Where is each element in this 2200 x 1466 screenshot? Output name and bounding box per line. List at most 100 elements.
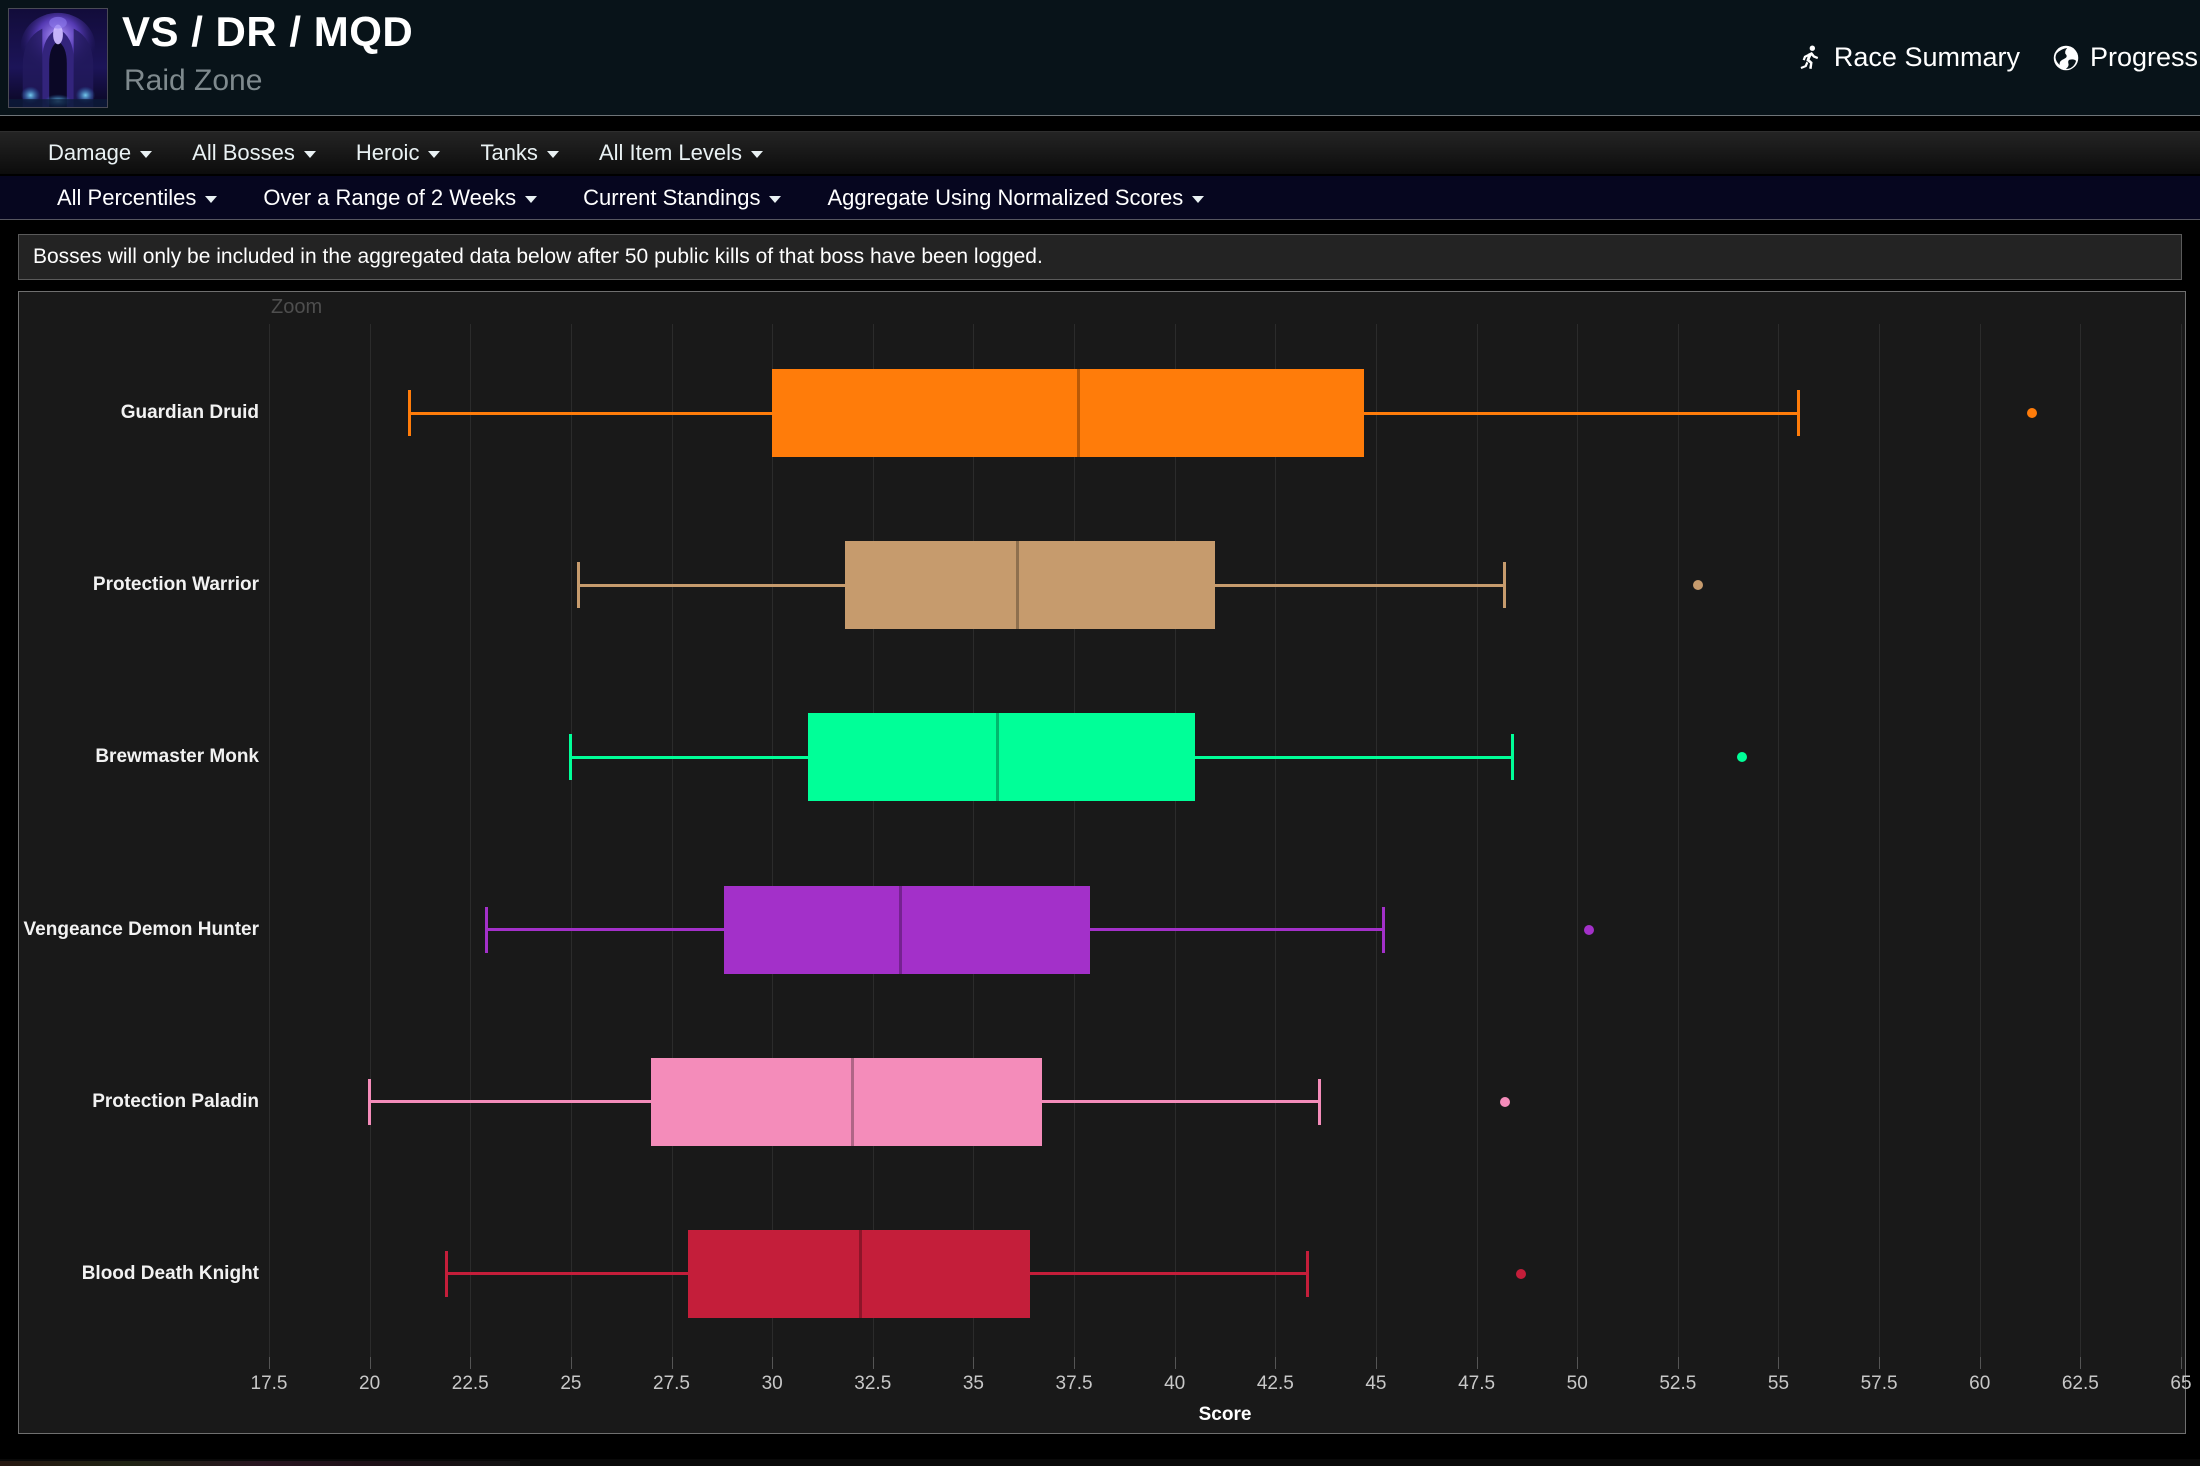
dropdown-label: Tanks: [480, 140, 538, 165]
gridline-57.5: [1879, 324, 1881, 1357]
dropdown-all-bosses[interactable]: All Bosses: [172, 140, 336, 166]
whisker-cap-low-brewmaster-monk: [569, 734, 573, 781]
whisker-high-brewmaster-monk: [1194, 755, 1513, 759]
axis-tick-17.5: [269, 1357, 270, 1369]
axis-tick-25: [570, 1357, 572, 1369]
tick-label-42.5: 42.5: [1256, 1373, 1294, 1394]
outlier-guardian-druid-0[interactable]: [2027, 408, 2038, 419]
dropdown-label: All Item Levels: [598, 140, 742, 165]
axis-tick-32.5: [872, 1357, 874, 1369]
axis-tick-27.5: [671, 1357, 673, 1369]
gridline-45: [1375, 324, 1377, 1357]
dropdown-label: All Bosses: [192, 140, 295, 165]
header-link-label: Race Summary: [1833, 42, 2020, 72]
axis-tick-20: [369, 1357, 371, 1369]
whisker-cap-high-protection-warrior: [1503, 562, 1507, 609]
axis-tick-60: [1979, 1357, 1981, 1369]
whisker-low-blood-death-knight: [446, 1272, 688, 1276]
whisker-low-vengeance-demon-hunter: [486, 928, 724, 932]
raid-zone-logo-art: [9, 9, 107, 107]
box-guardian-druid[interactable]: [772, 369, 1364, 458]
category-label-protection-paladin: Protection Paladin: [92, 1090, 259, 1112]
header-links: Race Summary Progress: [1796, 0, 2198, 115]
header-link-progress[interactable]: Progress: [2052, 42, 2198, 73]
gridline-20: [369, 324, 371, 1357]
axis-tick-45: [1375, 1357, 1377, 1369]
whisker-cap-low-protection-warrior: [577, 562, 581, 609]
median-protection-warrior: [1016, 541, 1020, 630]
tick-label-27.5: 27.5: [653, 1373, 691, 1394]
axis-tick-55: [1778, 1357, 1780, 1369]
whisker-high-protection-paladin: [1041, 1100, 1320, 1104]
dropdown-all-percentiles[interactable]: All Percentiles: [34, 185, 240, 211]
category-label-vengeance-demon-hunter: Vengeance Demon Hunter: [23, 918, 259, 940]
category-label-protection-warrior: Protection Warrior: [92, 574, 259, 596]
whisker-high-guardian-druid: [1363, 411, 1799, 415]
gridline-25: [570, 324, 572, 1357]
outlier-brewmaster-monk-0[interactable]: [1737, 752, 1748, 763]
whisker-cap-high-protection-paladin: [1318, 1078, 1322, 1125]
raid-zone-logo[interactable]: [8, 8, 108, 108]
whisker-cap-high-vengeance-demon-hunter: [1382, 906, 1386, 953]
outlier-protection-warrior-0[interactable]: [1692, 580, 1703, 591]
tick-label-55: 55: [1767, 1373, 1790, 1394]
box-protection-paladin[interactable]: [651, 1057, 1042, 1146]
chevron-down-icon: [303, 151, 316, 158]
tick-label-35: 35: [962, 1373, 984, 1394]
gridline-32.5: [872, 324, 874, 1357]
dropdown-over-a-range-of-2-weeks[interactable]: Over a Range of 2 Weeks: [240, 185, 560, 211]
chevron-down-icon: [769, 195, 782, 203]
axis-tick-35: [973, 1357, 975, 1369]
gridline-65: [2181, 324, 2182, 1357]
gridline-35: [973, 324, 975, 1357]
tick-label-17.5: 17.5: [250, 1373, 288, 1394]
whisker-low-guardian-druid: [409, 411, 773, 415]
gridline-52.5: [1677, 324, 1679, 1357]
footer-strip: [0, 1459, 2200, 1466]
zoom-label: Zoom: [271, 296, 323, 318]
header-link-race-summary[interactable]: Race Summary: [1796, 42, 2020, 73]
dropdown-label: Current Standings: [583, 184, 761, 210]
gridline-47.5: [1476, 324, 1478, 1357]
axis-tick-65: [2181, 1357, 2182, 1369]
outlier-blood-death-knight-0[interactable]: [1515, 1268, 1526, 1279]
dropdown-heroic[interactable]: Heroic: [336, 140, 461, 166]
category-label-guardian-druid: Guardian Druid: [120, 402, 259, 424]
tick-label-65: 65: [2170, 1373, 2192, 1394]
dropdown-label: Over a Range of 2 Weeks: [263, 184, 517, 210]
axis-tick-52.5: [1677, 1357, 1679, 1369]
dropdown-all-item-levels[interactable]: All Item Levels: [579, 140, 783, 166]
outlier-vengeance-demon-hunter-0[interactable]: [1584, 924, 1595, 935]
category-label-brewmaster-monk: Brewmaster Monk: [95, 746, 259, 768]
gridline-40: [1174, 324, 1176, 1357]
page-title: VS / DR / MQD: [122, 8, 414, 55]
x-axis-title: Score: [1198, 1404, 1252, 1425]
dropdown-tanks[interactable]: Tanks: [460, 140, 578, 166]
dropdown-damage[interactable]: Damage: [28, 140, 172, 166]
axis-tick-40: [1174, 1357, 1176, 1369]
dropdown-current-standings[interactable]: Current Standings: [560, 185, 804, 211]
header: VS / DR / MQD Raid Zone Race Summary Prog…: [0, 0, 2200, 116]
whisker-cap-low-guardian-druid: [408, 390, 412, 437]
box-protection-warrior[interactable]: [844, 541, 1215, 630]
median-blood-death-knight: [859, 1229, 863, 1318]
whisker-high-protection-warrior: [1214, 583, 1505, 587]
tick-label-52.5: 52.5: [1659, 1373, 1697, 1394]
gridline-27.5: [671, 324, 673, 1357]
gridline-37.5: [1074, 324, 1076, 1357]
box-brewmaster-monk[interactable]: [808, 713, 1195, 802]
dropdown-aggregate-using-normalized-scores[interactable]: Aggregate Using Normalized Scores: [804, 185, 1227, 211]
dropdown-label: Aggregate Using Normalized Scores: [827, 184, 1184, 210]
page-subtitle: Raid Zone: [124, 64, 263, 97]
axis-tick-62.5: [2080, 1357, 2082, 1369]
chevron-down-icon: [428, 151, 441, 158]
tick-label-30: 30: [761, 1373, 783, 1394]
notice-text: Bosses will only be included in the aggr…: [33, 245, 1043, 268]
box-blood-death-knight[interactable]: [687, 1229, 1030, 1318]
median-protection-paladin: [851, 1057, 855, 1146]
box-vengeance-demon-hunter[interactable]: [723, 885, 1091, 974]
axis-tick-57.5: [1879, 1357, 1881, 1369]
outlier-protection-paladin-0[interactable]: [1499, 1096, 1510, 1107]
axis-tick-50: [1577, 1357, 1579, 1369]
